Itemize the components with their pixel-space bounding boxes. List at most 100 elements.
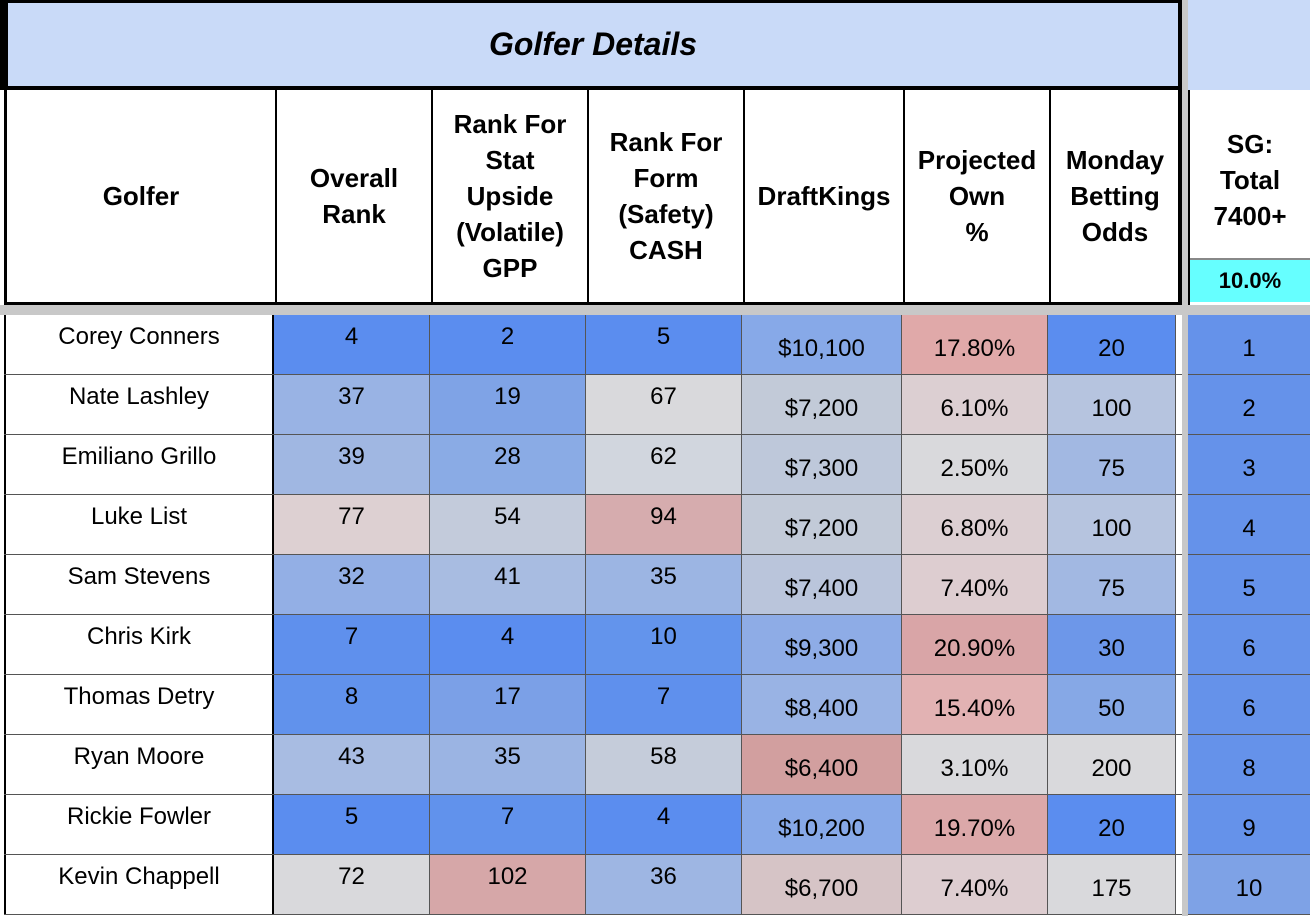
golfer-name[interactable]: Nate Lashley: [4, 375, 274, 434]
header-sg-total[interactable]: SG: Total 7400+: [1213, 129, 1287, 231]
stat-rank-cell[interactable]: 35: [430, 735, 586, 794]
stat-rank-cell[interactable]: 102: [430, 855, 586, 914]
stat-rank-cell[interactable]: 7: [430, 795, 586, 854]
draftkings-salary-cell[interactable]: $10,200: [742, 795, 902, 854]
golfer-name[interactable]: Luke List: [4, 495, 274, 554]
sg-total-cell[interactable]: 6: [1188, 615, 1310, 675]
draftkings-salary-cell[interactable]: $7,400: [742, 555, 902, 614]
sg-total-cell[interactable]: 4: [1188, 495, 1310, 555]
projected-own-cell[interactable]: 7.40%: [902, 855, 1048, 914]
projected-own-cell[interactable]: 20.90%: [902, 615, 1048, 674]
header-stat-rank[interactable]: Rank For Stat Upside (Volatile) GPP: [433, 90, 589, 302]
draftkings-salary-cell[interactable]: $10,100: [742, 315, 902, 374]
golfer-name[interactable]: Emiliano Grillo: [4, 435, 274, 494]
golfer-name[interactable]: Chris Kirk: [4, 615, 274, 674]
table-row: Sam Stevens 32 41 35 $7,400 7.40% 75: [4, 555, 1182, 615]
form-rank-cell[interactable]: 7: [586, 675, 742, 734]
golfer-name[interactable]: Kevin Chappell: [4, 855, 274, 914]
betting-odds-cell[interactable]: 175: [1048, 855, 1176, 914]
sg-total-cell[interactable]: 3: [1188, 435, 1310, 495]
draftkings-salary-cell[interactable]: $7,300: [742, 435, 902, 494]
overall-rank-cell[interactable]: 7: [274, 615, 430, 674]
golfer-name[interactable]: Rickie Fowler: [4, 795, 274, 854]
sg-total-cell[interactable]: 1: [1188, 315, 1310, 375]
stat-rank-cell[interactable]: 19: [430, 375, 586, 434]
projected-own-cell[interactable]: 3.10%: [902, 735, 1048, 794]
draftkings-salary-cell[interactable]: $8,400: [742, 675, 902, 734]
stat-rank-cell[interactable]: 28: [430, 435, 586, 494]
form-rank-cell[interactable]: 4: [586, 795, 742, 854]
stat-rank-cell[interactable]: 2: [430, 315, 586, 374]
draftkings-salary-cell[interactable]: $7,200: [742, 375, 902, 434]
draftkings-salary-cell[interactable]: $6,700: [742, 855, 902, 914]
form-rank-cell[interactable]: 67: [586, 375, 742, 434]
header-betting-odds[interactable]: Monday Betting Odds: [1065, 145, 1165, 247]
overall-rank-cell[interactable]: 39: [274, 435, 430, 494]
overall-rank-cell[interactable]: 72: [274, 855, 430, 914]
sg-total-cell[interactable]: 8: [1188, 735, 1310, 795]
golfer-name[interactable]: Sam Stevens: [4, 555, 274, 614]
sg-total-cell[interactable]: 10: [1188, 855, 1310, 915]
sg-column: 1 2 3 4 5 6 6 8 9 10: [1188, 315, 1310, 915]
header-projected-own[interactable]: Projected Own %: [905, 90, 1051, 302]
projected-own-cell[interactable]: 19.70%: [902, 795, 1048, 854]
projected-own-cell[interactable]: 2.50%: [902, 435, 1048, 494]
golfer-name[interactable]: Thomas Detry: [4, 675, 274, 734]
stat-rank-cell[interactable]: 54: [430, 495, 586, 554]
overall-rank-cell[interactable]: 37: [274, 375, 430, 434]
sg-total-cell[interactable]: 9: [1188, 795, 1310, 855]
betting-odds-cell[interactable]: 20: [1048, 795, 1176, 854]
projected-own-cell[interactable]: 15.40%: [902, 675, 1048, 734]
table-row: Corey Conners 4 2 5 $10,100 17.80% 20: [4, 315, 1182, 375]
header-gap: [0, 305, 1310, 315]
stat-rank-cell[interactable]: 17: [430, 675, 586, 734]
overall-rank-cell[interactable]: 43: [274, 735, 430, 794]
table-row: Chris Kirk 7 4 10 $9,300 20.90% 30: [4, 615, 1182, 675]
betting-odds-cell[interactable]: 20: [1048, 315, 1176, 374]
header-golfer[interactable]: Golfer: [7, 90, 277, 302]
form-rank-cell[interactable]: 35: [586, 555, 742, 614]
betting-odds-cell[interactable]: 200: [1048, 735, 1176, 794]
form-rank-cell[interactable]: 58: [586, 735, 742, 794]
overall-rank-cell[interactable]: 5: [274, 795, 430, 854]
form-rank-cell[interactable]: 94: [586, 495, 742, 554]
table-row: Kevin Chappell 72 102 36 $6,700 7.40% 175: [4, 855, 1182, 915]
projected-own-cell[interactable]: 6.80%: [902, 495, 1048, 554]
header-draftkings[interactable]: DraftKings: [745, 90, 905, 302]
sg-total-cell[interactable]: 5: [1188, 555, 1310, 615]
betting-odds-cell[interactable]: 75: [1048, 555, 1176, 614]
golfer-name[interactable]: Corey Conners: [4, 315, 274, 374]
overall-rank-cell[interactable]: 4: [274, 315, 430, 374]
stat-rank-cell[interactable]: 4: [430, 615, 586, 674]
betting-odds-cell[interactable]: 75: [1048, 435, 1176, 494]
projected-own-cell[interactable]: 17.80%: [902, 315, 1048, 374]
table-row: Rickie Fowler 5 7 4 $10,200 19.70% 20: [4, 795, 1182, 855]
table-row: Nate Lashley 37 19 67 $7,200 6.10% 100: [4, 375, 1182, 435]
overall-rank-cell[interactable]: 8: [274, 675, 430, 734]
overall-rank-cell[interactable]: 77: [274, 495, 430, 554]
betting-odds-cell[interactable]: 30: [1048, 615, 1176, 674]
betting-odds-cell[interactable]: 100: [1048, 375, 1176, 434]
sg-total-cell[interactable]: 2: [1188, 375, 1310, 435]
betting-odds-cell[interactable]: 50: [1048, 675, 1176, 734]
form-rank-cell[interactable]: 36: [586, 855, 742, 914]
header-overall-rank[interactable]: Overall Rank: [277, 90, 433, 302]
golfer-name[interactable]: Ryan Moore: [4, 735, 274, 794]
sg-weight[interactable]: 10.0%: [1190, 258, 1310, 302]
form-rank-cell[interactable]: 62: [586, 435, 742, 494]
table-row: Luke List 77 54 94 $7,200 6.80% 100: [4, 495, 1182, 555]
betting-odds-cell[interactable]: 100: [1048, 495, 1176, 554]
sg-total-cell[interactable]: 6: [1188, 675, 1310, 735]
header-form-rank[interactable]: Rank For Form (Safety) CASH: [589, 90, 745, 302]
stat-rank-cell[interactable]: 41: [430, 555, 586, 614]
title-left-border: [0, 0, 8, 90]
draftkings-salary-cell[interactable]: $6,400: [742, 735, 902, 794]
draftkings-salary-cell[interactable]: $7,200: [742, 495, 902, 554]
draftkings-salary-cell[interactable]: $9,300: [742, 615, 902, 674]
form-rank-cell[interactable]: 10: [586, 615, 742, 674]
overall-rank-cell[interactable]: 32: [274, 555, 430, 614]
projected-own-cell[interactable]: 6.10%: [902, 375, 1048, 434]
form-rank-cell[interactable]: 5: [586, 315, 742, 374]
projected-own-cell[interactable]: 7.40%: [902, 555, 1048, 614]
table-body: Corey Conners 4 2 5 $10,100 17.80% 20 Nate Lash…: [4, 315, 1182, 915]
